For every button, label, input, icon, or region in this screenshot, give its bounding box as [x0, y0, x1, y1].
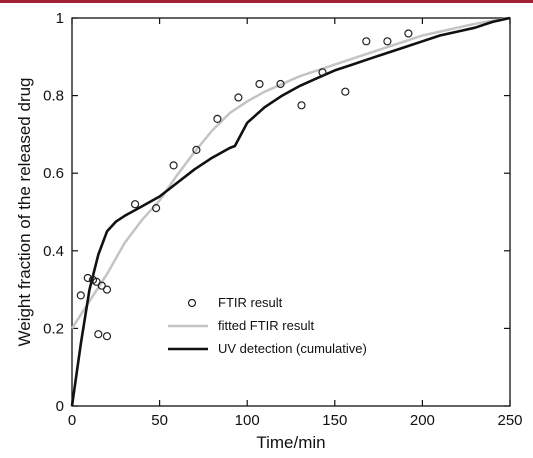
- x-tick-label: 100: [235, 412, 260, 429]
- ftir-point: [362, 37, 371, 46]
- ftir-point: [97, 281, 106, 290]
- y-axis-ticks: 0 0.2 0.4 0.6 0.8 1: [43, 10, 510, 415]
- ftir-point: [76, 291, 85, 300]
- ftir-point: [276, 79, 285, 89]
- x-tick-label: 150: [322, 412, 347, 429]
- x-axis-title: Time/min: [256, 433, 325, 452]
- legend: FTIR result fitted FTIR result UV detect…: [168, 295, 367, 356]
- y-tick-label: 0.2: [43, 320, 64, 337]
- legend-uv-label: UV detection (cumulative): [218, 341, 367, 356]
- y-tick-label: 0: [56, 398, 64, 415]
- ftir-point: [92, 277, 101, 286]
- ftir-point: [404, 29, 413, 38]
- fitted-ftir-line: [70, 16, 511, 330]
- ftir-point: [297, 101, 306, 110]
- uv-detection-series: [70, 16, 511, 407]
- top-rule: [0, 0, 533, 3]
- ftir-markers: [76, 29, 413, 341]
- y-tick-label: 1: [56, 10, 64, 27]
- x-tick-label: 0: [68, 412, 76, 429]
- y-tick-label: 0.4: [43, 243, 64, 260]
- x-tick-label: 50: [151, 412, 168, 429]
- uv-detection-line: [70, 16, 511, 407]
- plot-frame: [71, 17, 511, 407]
- ftir-point: [131, 200, 140, 209]
- legend-ftir-marker: [187, 298, 197, 308]
- ftir-point: [383, 37, 392, 46]
- x-axis-ticks: 0 50 100 150 200 250: [68, 18, 523, 429]
- y-axis-title: Weight fraction of the released drug: [15, 77, 34, 346]
- ftir-point: [152, 204, 161, 213]
- ftir-point: [83, 273, 92, 283]
- legend-fitted-label: fitted FTIR result: [218, 318, 314, 333]
- x-tick-label: 200: [410, 412, 435, 429]
- fitted-ftir-series: [70, 16, 511, 330]
- y-tick-label: 0.6: [43, 165, 64, 182]
- ftir-point: [192, 145, 201, 154]
- ftir-point: [169, 161, 178, 170]
- ftir-point: [102, 332, 112, 341]
- ftir-point: [318, 68, 327, 77]
- ftir-point: [341, 87, 350, 96]
- ftir-point: [213, 114, 222, 124]
- legend-ftir-label: FTIR result: [218, 295, 283, 310]
- ftir-point: [94, 330, 103, 339]
- x-tick-label: 250: [497, 412, 522, 429]
- y-tick-label: 0.8: [43, 88, 64, 105]
- ftir-point: [234, 93, 243, 102]
- ftir-point: [102, 285, 112, 294]
- ftir-point: [255, 79, 264, 89]
